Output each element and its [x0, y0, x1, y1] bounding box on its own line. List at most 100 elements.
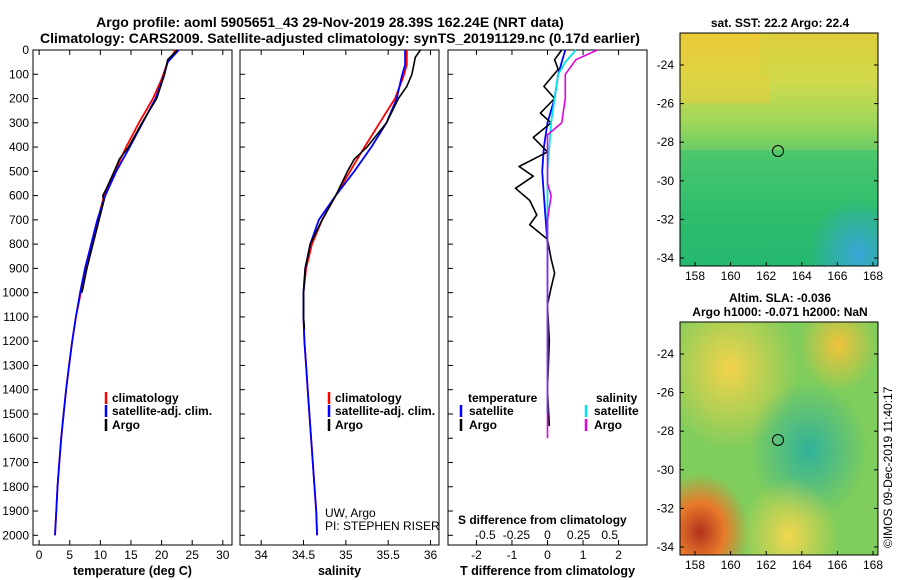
- y-tick-label: 500: [9, 164, 29, 178]
- y-tick-label: 800: [9, 237, 29, 251]
- y-tick-label: 0: [22, 43, 29, 57]
- legend-climatology-label: climatology: [335, 391, 402, 405]
- legend-argo-label: Argo: [112, 418, 140, 432]
- y-tick-label: 1100: [3, 310, 29, 324]
- series-line-salinity-argo: [546, 49, 598, 439]
- legend-satellite-label: satellite-adj. clim.: [112, 404, 212, 418]
- sla-map-subtitle: Argo h1000: -0.071 h2000: NaN: [692, 305, 867, 319]
- map-y-tick-label: -32: [657, 501, 675, 515]
- s-tick-label: -0.5: [475, 528, 496, 542]
- argo-location-marker: [772, 145, 784, 157]
- x-tick-label: -1: [507, 548, 518, 562]
- sla-map-title: Altim. SLA: -0.036: [729, 291, 831, 305]
- s-difference-axis-label: S difference from climatology: [458, 513, 627, 527]
- x-tick-label: 34: [254, 548, 268, 562]
- y-tick-label: 1300: [2, 358, 29, 372]
- legend-t-satellite-label: satellite: [469, 404, 514, 418]
- series-line-climatology: [302, 50, 408, 536]
- x-tick-label: 35: [339, 548, 353, 562]
- x-tick-label: 10: [94, 548, 108, 562]
- x-tick-label: 0: [36, 548, 43, 562]
- map-y-tick-label: -26: [657, 97, 675, 111]
- map-x-tick-label: 160: [721, 558, 741, 572]
- x-tick-label: 36: [424, 548, 438, 562]
- x-tick-label: 1: [580, 548, 587, 562]
- y-tick-label: 1000: [2, 286, 29, 300]
- pi-annotation-line1: UW, Argo: [325, 506, 376, 520]
- pi-annotation-line2: PI: STEPHEN RISER: [325, 519, 440, 533]
- x-tick-label: 34.5: [292, 548, 316, 562]
- series-line-satellite-adj-clim-: [54, 49, 180, 536]
- temperature-panel: 0 5 10 15 20 25 300100200300400500600700800900…: [2, 43, 233, 578]
- map-y-tick-label: -30: [657, 463, 675, 477]
- s-tick-label: -0.25: [503, 528, 531, 542]
- map-y-tick-label: -24: [657, 58, 675, 72]
- legend-salinity-title: salinity: [596, 391, 638, 405]
- map-x-tick-label: 166: [827, 269, 847, 283]
- map-x-tick-label: 158: [685, 558, 705, 572]
- y-tick-label: 300: [9, 116, 29, 130]
- figure-title-line2: Climatology: CARS2009. Satellite-adjuste…: [40, 30, 640, 46]
- map-x-tick-label: 164: [792, 269, 812, 283]
- map-y-tick-label: -34: [657, 251, 675, 265]
- y-tick-label: 900: [9, 261, 29, 275]
- plot-frame: [239, 49, 440, 546]
- legend-t-argo-label: Argo: [469, 418, 497, 432]
- y-tick-label: 200: [9, 92, 29, 106]
- x-tick-label: 15: [124, 548, 138, 562]
- map-x-tick-label: 162: [756, 269, 776, 283]
- legend-s-argo-label: Argo: [594, 418, 622, 432]
- map-y-tick-label: -26: [657, 386, 675, 400]
- y-tick-label: 1800: [2, 480, 29, 494]
- y-tick-label: 100: [9, 67, 29, 81]
- temperature-legend: climatology satellite-adj. clim. Argo: [104, 391, 212, 432]
- map-y-tick-label: -28: [657, 135, 675, 149]
- y-tick-label: 700: [9, 213, 29, 227]
- difference-panel: -2 -1 0 1 2 -0.5 -0.25 0 0.25 0.5 T difference fro…: [447, 49, 648, 578]
- y-tick-label: 600: [9, 189, 29, 203]
- y-tick-label: 1500: [2, 407, 29, 421]
- y-tick-label: 1700: [2, 456, 29, 470]
- y-tick-label: 1900: [2, 504, 29, 518]
- legend-temperature-title: temperature: [468, 391, 538, 405]
- map-x-tick-label: 164: [792, 558, 812, 572]
- map-x-tick-label: 162: [756, 558, 776, 572]
- x-tick-label: 25: [186, 548, 200, 562]
- argo-location-marker: [772, 434, 784, 446]
- map-x-tick-label: 168: [863, 269, 883, 283]
- x-axis-label: T difference from climatology: [460, 564, 635, 578]
- series-line-argo: [81, 49, 179, 293]
- x-tick-label: 30: [216, 548, 230, 562]
- map-x-tick-label: 168: [863, 558, 883, 572]
- y-tick-label: 1200: [2, 334, 29, 348]
- y-tick-label: 1400: [2, 383, 29, 397]
- legend-satellite-label: satellite-adj. clim.: [335, 404, 435, 418]
- map-y-tick-label: -28: [657, 424, 675, 438]
- x-axis-label: salinity: [318, 564, 361, 578]
- x-tick-label: 5: [66, 548, 73, 562]
- x-tick-label: 0: [544, 548, 551, 562]
- series-line-climatology: [54, 49, 177, 536]
- x-tick-label: 20: [155, 548, 169, 562]
- salinity-panel: 34 34.5 35 35.5 36 salinity: [239, 49, 440, 578]
- sst-map-title: sat. SST: 22.2 Argo: 22.4: [711, 16, 850, 30]
- map-y-tick-label: -24: [657, 347, 675, 361]
- map-x-tick-label: 160: [721, 269, 741, 283]
- imos-credit: ©IMOS 09-Dec-2019 11:40:17: [881, 386, 895, 548]
- map-x-tick-label: 166: [827, 558, 847, 572]
- sla-map: Altim. SLA: -0.036 Argo h1000: -0.071 h2…: [657, 291, 884, 572]
- figure-title-line1: Argo profile: aoml 5905651_43 29-Nov-201…: [96, 14, 564, 30]
- y-tick-label: 2000: [2, 528, 29, 542]
- x-axis-label: temperature (deg C): [73, 564, 192, 578]
- map-x-tick-label: 158: [685, 269, 705, 283]
- map-y-tick-label: -32: [657, 212, 675, 226]
- s-tick-label: 0.25: [567, 528, 591, 542]
- s-tick-label: 0.5: [601, 528, 618, 542]
- series-line-salinity-satellite: [546, 49, 577, 414]
- s-tick-label: 0: [544, 528, 551, 542]
- plot-frame: [32, 49, 233, 546]
- legend-climatology-label: climatology: [112, 391, 179, 405]
- x-tick-label: 35.5: [377, 548, 401, 562]
- map-y-tick-label: -30: [657, 174, 675, 188]
